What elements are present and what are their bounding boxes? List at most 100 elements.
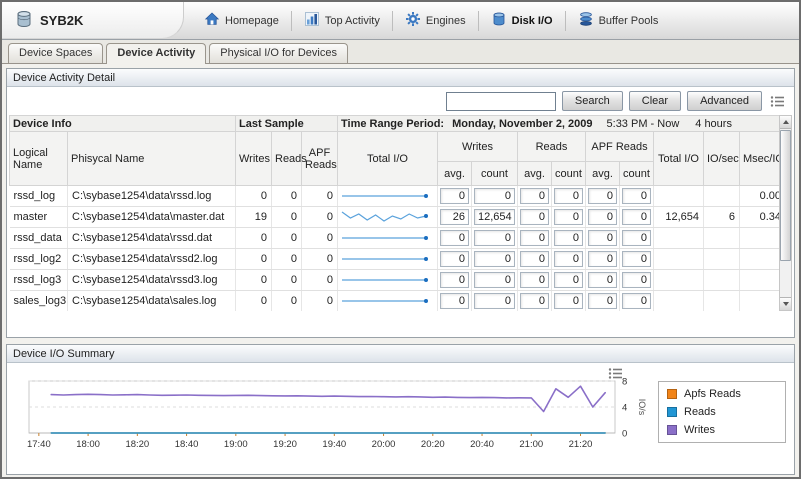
- cell-reads-count-box: 0: [554, 209, 583, 225]
- cell-total-io-sparkline: [337, 185, 438, 207]
- device-table-row[interactable]: rssd_data C:\sybase1254\data\rssd.dat 0 0 0 0…: [9, 227, 786, 249]
- cell-apf-reads-avg: 0: [585, 227, 620, 249]
- col-header-msec-io[interactable]: Msec/IO: [739, 131, 786, 186]
- cell-writes-avg: 0: [437, 290, 472, 311]
- svg-text:20:20: 20:20: [421, 439, 445, 450]
- nav-item-buffer-pools[interactable]: Buffer Pools: [566, 7, 671, 34]
- device-table-row[interactable]: sales_log3 C:\sybase1254\data\sales.log 0 0…: [9, 290, 786, 311]
- nav-label: Engines: [425, 14, 466, 27]
- cell-physical-name: C:\sybase1254\data\rssd2.log: [67, 248, 236, 270]
- header-swoosh: [2, 2, 184, 39]
- legend-label: Reads: [684, 406, 716, 418]
- col-header-apf-reads[interactable]: APF Reads: [301, 131, 338, 186]
- cell-writes-count-box: 0: [474, 251, 515, 267]
- col-header-writes-avg[interactable]: avg.: [437, 161, 472, 186]
- total-io-sparkline: [342, 235, 428, 240]
- cell-apf-reads-avg: 0: [585, 206, 620, 228]
- cell-apf-reads: 0: [301, 248, 338, 270]
- svg-text:IO/s: IO/s: [637, 399, 647, 416]
- cell-io-sec: 6: [703, 206, 740, 228]
- content-area: Device Activity Detail Search Clear Adva…: [2, 64, 799, 475]
- nav-item-homepage[interactable]: Homepage: [192, 7, 291, 34]
- scrollbar-down-button[interactable]: [780, 297, 791, 310]
- cell-apf-reads-count-box: 0: [622, 272, 651, 288]
- last-sample-group-header: Last Sample: [235, 115, 338, 132]
- tab-device-spaces[interactable]: Device Spaces: [8, 43, 104, 63]
- col-header-writes[interactable]: Writes: [235, 131, 272, 186]
- cell-reads: 0: [271, 248, 302, 270]
- col-header-writes-count[interactable]: count: [471, 161, 518, 186]
- cell-reads-count-box: 0: [554, 188, 583, 204]
- cell-total-io-sparkline: [337, 206, 438, 228]
- chart-options-icon[interactable]: [606, 365, 624, 381]
- cell-apf-reads-avg-box: 0: [588, 188, 617, 204]
- clear-button[interactable]: Clear: [628, 91, 682, 111]
- device-table-row[interactable]: rssd_log3 C:\sybase1254\data\rssd3.log 0 0 0…: [9, 269, 786, 291]
- col-header-logical-name[interactable]: Logical Name: [9, 131, 68, 186]
- cell-apf-reads-avg: 0: [585, 185, 620, 207]
- cell-logical-name: rssd_log: [9, 185, 68, 207]
- tab-device-activity[interactable]: Device Activity: [106, 43, 207, 64]
- col-header-physical-name[interactable]: Phisycal Name: [67, 131, 236, 186]
- cell-msec-io: [739, 290, 786, 311]
- cell-total-io: [653, 248, 704, 270]
- cell-total-io: [653, 227, 704, 249]
- app-title: SYB2K: [40, 13, 84, 28]
- col-header-reads-count[interactable]: count: [551, 161, 586, 186]
- cell-reads-avg: 0: [517, 185, 552, 207]
- main-nav: Homepage Top Activity Engines Disk I/O B…: [192, 7, 670, 34]
- legend-swatch: [667, 425, 677, 435]
- cell-writes-count: 0: [471, 269, 518, 291]
- cell-apf-reads-count: 0: [619, 269, 654, 291]
- cell-total-io-sparkline: [337, 248, 438, 270]
- col-header-apf-avg[interactable]: avg.: [585, 161, 620, 186]
- cell-reads-avg-box: 0: [520, 188, 549, 204]
- cell-writes-count-box: 12,654: [474, 209, 515, 225]
- cell-total-io: [653, 290, 704, 311]
- cell-writes-avg: 0: [437, 227, 472, 249]
- nav-label: Top Activity: [324, 14, 380, 27]
- device-io-chart: 17:40 18:00 18:20 18:40 19:00 19:20 19:40 20:00…: [27, 377, 647, 451]
- device-table-row[interactable]: rssd_log2 C:\sybase1254\data\rssd2.log 0 0 0…: [9, 248, 786, 270]
- cell-writes-avg: 0: [437, 185, 472, 207]
- svg-text:18:20: 18:20: [125, 439, 149, 450]
- svg-text:19:40: 19:40: [322, 439, 346, 450]
- cell-writes-count: 0: [471, 185, 518, 207]
- nav-item-disk-io[interactable]: Disk I/O: [479, 7, 565, 34]
- cell-total-io: [653, 269, 704, 291]
- col-header-total-io-chart[interactable]: Total I/O: [337, 131, 438, 186]
- search-row: Search Clear Advanced: [7, 87, 794, 115]
- scrollbar-track[interactable]: [780, 129, 791, 297]
- cell-apf-reads-avg-box: 0: [588, 251, 617, 267]
- device-table-row[interactable]: rssd_log C:\sybase1254\data\rssd.log 0 0 0 0 0…: [9, 185, 786, 207]
- cell-reads-count: 0: [551, 290, 586, 311]
- legend-item-apfs-reads: Apfs Reads: [667, 388, 777, 400]
- nav-item-top-activity[interactable]: Top Activity: [292, 7, 392, 34]
- cell-reads-count: 0: [551, 206, 586, 228]
- search-button[interactable]: Search: [561, 91, 623, 111]
- col-header-apf-count[interactable]: count: [619, 161, 654, 186]
- search-input[interactable]: [445, 91, 556, 111]
- col-header-reads[interactable]: Reads: [271, 131, 307, 186]
- advanced-button[interactable]: Advanced: [687, 91, 762, 111]
- legend-swatch: [667, 407, 677, 417]
- cell-apf-reads-avg-box: 0: [588, 272, 617, 288]
- col-header-total-io[interactable]: Total I/O: [653, 131, 704, 186]
- cell-total-io: 12,654: [653, 206, 704, 228]
- col-header-reads-avg[interactable]: avg.: [517, 161, 552, 186]
- scrollbar-up-button[interactable]: [780, 116, 791, 129]
- device-table-row[interactable]: master C:\sybase1254\data\master.dat 19 0 0 2…: [9, 206, 786, 228]
- cell-msec-io: [739, 269, 786, 291]
- table-scrollbar[interactable]: [779, 115, 792, 311]
- svg-text:18:40: 18:40: [175, 439, 199, 450]
- col-header-io-sec[interactable]: IO/sec: [703, 131, 740, 186]
- cell-io-sec: [703, 185, 740, 207]
- table-options-icon[interactable]: [768, 93, 786, 109]
- time-range-span: 5:33 PM - Now: [606, 117, 680, 130]
- tab-physical-io-for-devices[interactable]: Physical I/O for Devices: [209, 43, 348, 63]
- cell-logical-name: rssd_log2: [9, 248, 68, 270]
- nav-item-engines[interactable]: Engines: [393, 7, 478, 34]
- cell-physical-name: C:\sybase1254\data\rssd3.log: [67, 269, 236, 291]
- legend-item-reads: Reads: [667, 406, 777, 418]
- scrollbar-thumb[interactable]: [780, 130, 791, 262]
